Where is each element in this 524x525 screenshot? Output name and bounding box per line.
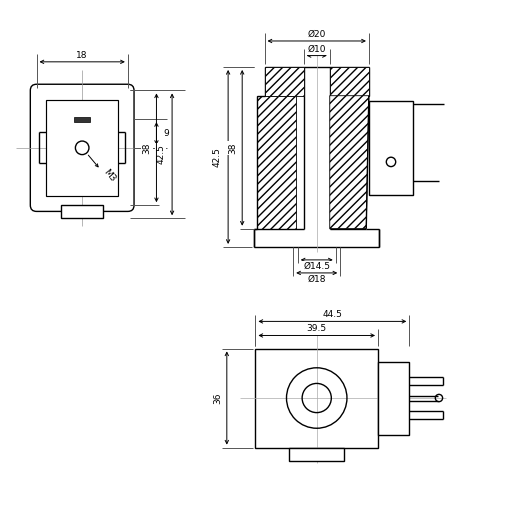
Text: 38: 38 [143,142,151,154]
Text: 39.5: 39.5 [307,324,327,333]
Bar [265,67,304,96]
Bar [257,96,296,228]
Text: 36: 36 [213,392,222,404]
Text: Ø18: Ø18 [308,275,326,284]
Text: Ø10: Ø10 [308,45,326,54]
Bar [330,67,369,96]
Text: Ø14.5: Ø14.5 [303,262,330,271]
Text: 42.5: 42.5 [156,144,165,164]
Text: 18: 18 [77,51,88,60]
Bar [369,101,413,195]
Text: M3: M3 [101,167,117,184]
Bar [289,447,344,460]
Text: 44.5: 44.5 [322,310,342,319]
Bar [46,100,118,196]
Polygon shape [330,96,369,228]
Bar [61,205,103,218]
Bar [256,349,378,447]
Text: 42.5: 42.5 [212,147,221,167]
Bar [378,362,409,435]
Text: 9: 9 [163,129,169,138]
FancyBboxPatch shape [30,84,134,212]
Bar [74,117,90,122]
Text: 38: 38 [228,142,237,154]
Text: Ø20: Ø20 [308,30,326,39]
